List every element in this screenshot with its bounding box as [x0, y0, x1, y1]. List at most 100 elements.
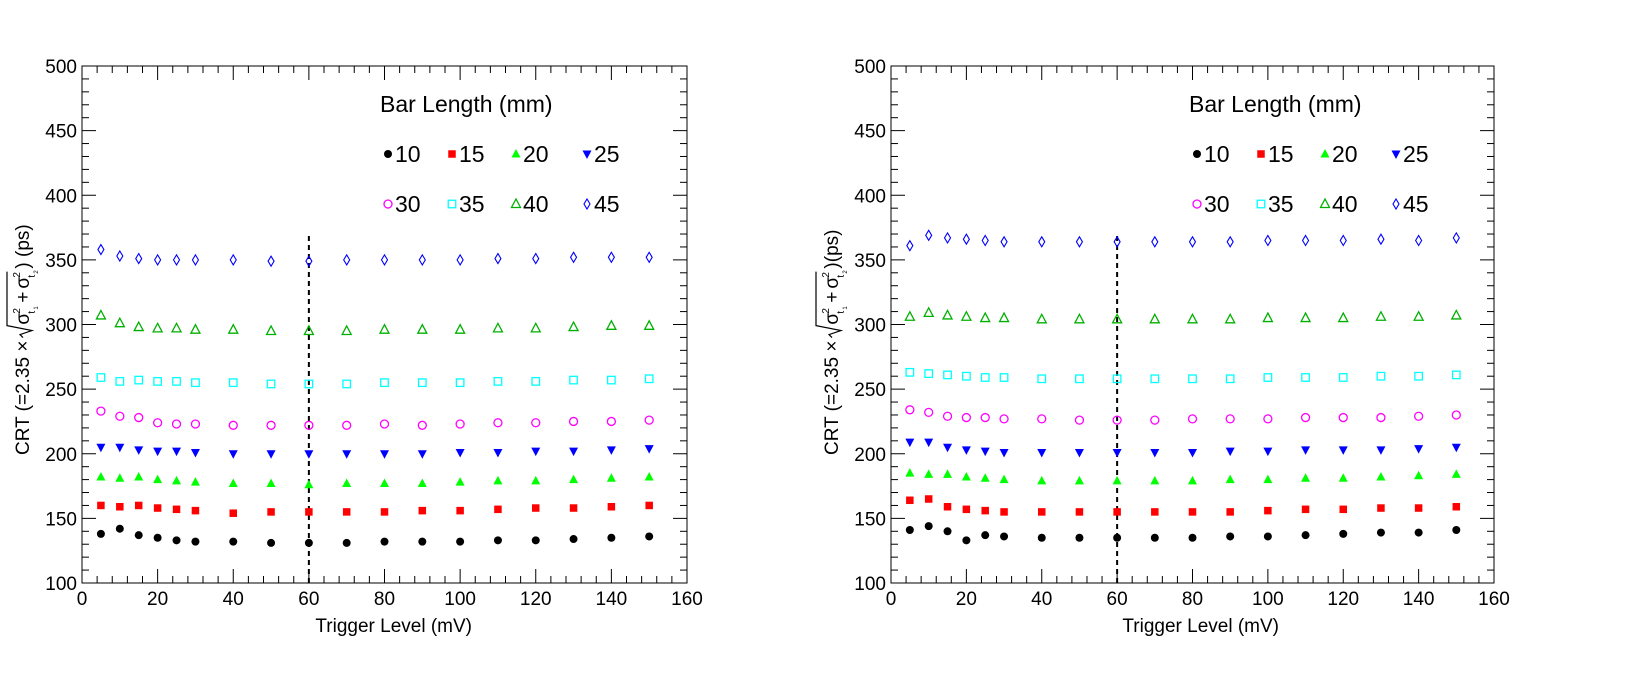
data-point — [1414, 528, 1423, 537]
data-point — [999, 414, 1009, 424]
data-point — [1414, 371, 1424, 381]
chart-panel-2: 0 20 40 60 80 100 120 140 1601001502002503003504… — [815, 57, 1510, 637]
plus-sign: + — [13, 291, 34, 302]
subsub-2: 2 — [34, 270, 40, 274]
legend-label: 45 — [594, 191, 620, 217]
y-tick-label: 150 — [45, 509, 77, 530]
legend: Bar Length (mm) 10 15 20 25 30 35 40 45 — [1189, 91, 1429, 217]
data-point — [1262, 311, 1274, 323]
data-point — [905, 367, 915, 377]
data-point — [1376, 528, 1385, 537]
data-point — [116, 502, 124, 511]
data-point — [379, 419, 390, 429]
data-point — [1113, 235, 1121, 248]
data-point — [227, 323, 239, 334]
data-point — [943, 370, 952, 380]
legend-label: 40 — [523, 191, 549, 217]
data-point — [492, 321, 504, 333]
series-10mm — [96, 524, 654, 547]
x-tick-label: 100 — [1252, 589, 1284, 610]
data-point — [493, 448, 503, 458]
series-20mm — [96, 472, 654, 489]
y-title-prefix: CRT (=2.35 × — [822, 341, 843, 455]
data-point — [999, 373, 1009, 382]
data-point — [96, 472, 106, 481]
legend-marker — [1392, 197, 1400, 211]
data-point — [135, 252, 143, 265]
data-point — [1037, 475, 1047, 485]
data-point — [380, 508, 389, 516]
data-point — [645, 251, 653, 264]
data-point — [569, 447, 579, 457]
data-point — [152, 418, 163, 428]
data-point — [417, 420, 427, 430]
y-tick-label: 350 — [45, 251, 77, 272]
legend-entry-40: 40 — [1319, 191, 1358, 217]
data-point — [979, 311, 991, 323]
legend-label: 20 — [523, 141, 549, 167]
data-point — [266, 379, 276, 389]
data-point — [606, 416, 617, 427]
data-point — [531, 376, 541, 386]
data-point — [418, 537, 427, 546]
legend-marker — [447, 199, 457, 209]
data-point — [1111, 312, 1123, 324]
data-point — [456, 537, 465, 546]
data-point — [644, 472, 654, 481]
data-point — [172, 447, 182, 457]
y-tick-label: 250 — [45, 380, 77, 401]
data-point — [569, 251, 578, 264]
data-point — [1450, 309, 1462, 320]
series-30mm — [905, 405, 1461, 425]
legend-entry-15: 15 — [448, 141, 485, 167]
axis-ticks — [81, 65, 688, 584]
data-point — [1264, 234, 1272, 247]
legend-marker — [1192, 199, 1202, 209]
data-point — [1301, 473, 1311, 482]
data-point — [134, 531, 143, 540]
data-point — [924, 469, 934, 478]
data-point — [380, 253, 389, 266]
data-point — [961, 371, 971, 381]
data-point — [1112, 415, 1122, 425]
data-point — [1339, 505, 1347, 514]
data-point — [960, 310, 972, 321]
x-tick-label: 40 — [1031, 589, 1052, 610]
y-tick-label: 100 — [854, 574, 886, 595]
legend-entry-45: 45 — [583, 191, 620, 217]
data-point — [1337, 311, 1349, 323]
data-point — [924, 407, 934, 418]
data-point — [607, 502, 616, 511]
data-point — [567, 320, 580, 332]
data-point — [1075, 508, 1084, 516]
data-point — [569, 375, 578, 385]
data-point — [1225, 414, 1235, 424]
data-point — [229, 253, 237, 266]
data-point — [493, 475, 503, 485]
legend-marker — [384, 150, 392, 158]
data-point — [943, 469, 953, 478]
x-tick-label: 160 — [1478, 589, 1510, 610]
data-point — [943, 527, 952, 536]
data-point — [191, 253, 200, 266]
data-point — [1038, 508, 1046, 516]
data-point — [1188, 508, 1197, 516]
legend-marker — [511, 149, 521, 158]
data-point — [1037, 414, 1047, 424]
data-point — [643, 319, 655, 330]
data-point — [531, 475, 541, 485]
data-point — [606, 375, 616, 385]
data-point — [115, 473, 125, 482]
data-point — [607, 251, 616, 264]
data-point — [153, 447, 163, 457]
data-point — [942, 411, 953, 421]
x-tick-label: 60 — [1107, 589, 1128, 610]
data-point — [1073, 312, 1086, 324]
data-point — [1339, 234, 1347, 247]
y-tick-label: 350 — [854, 251, 886, 272]
data-point — [999, 474, 1009, 484]
data-point — [116, 249, 124, 263]
data-point — [190, 448, 200, 458]
data-point — [115, 443, 125, 453]
